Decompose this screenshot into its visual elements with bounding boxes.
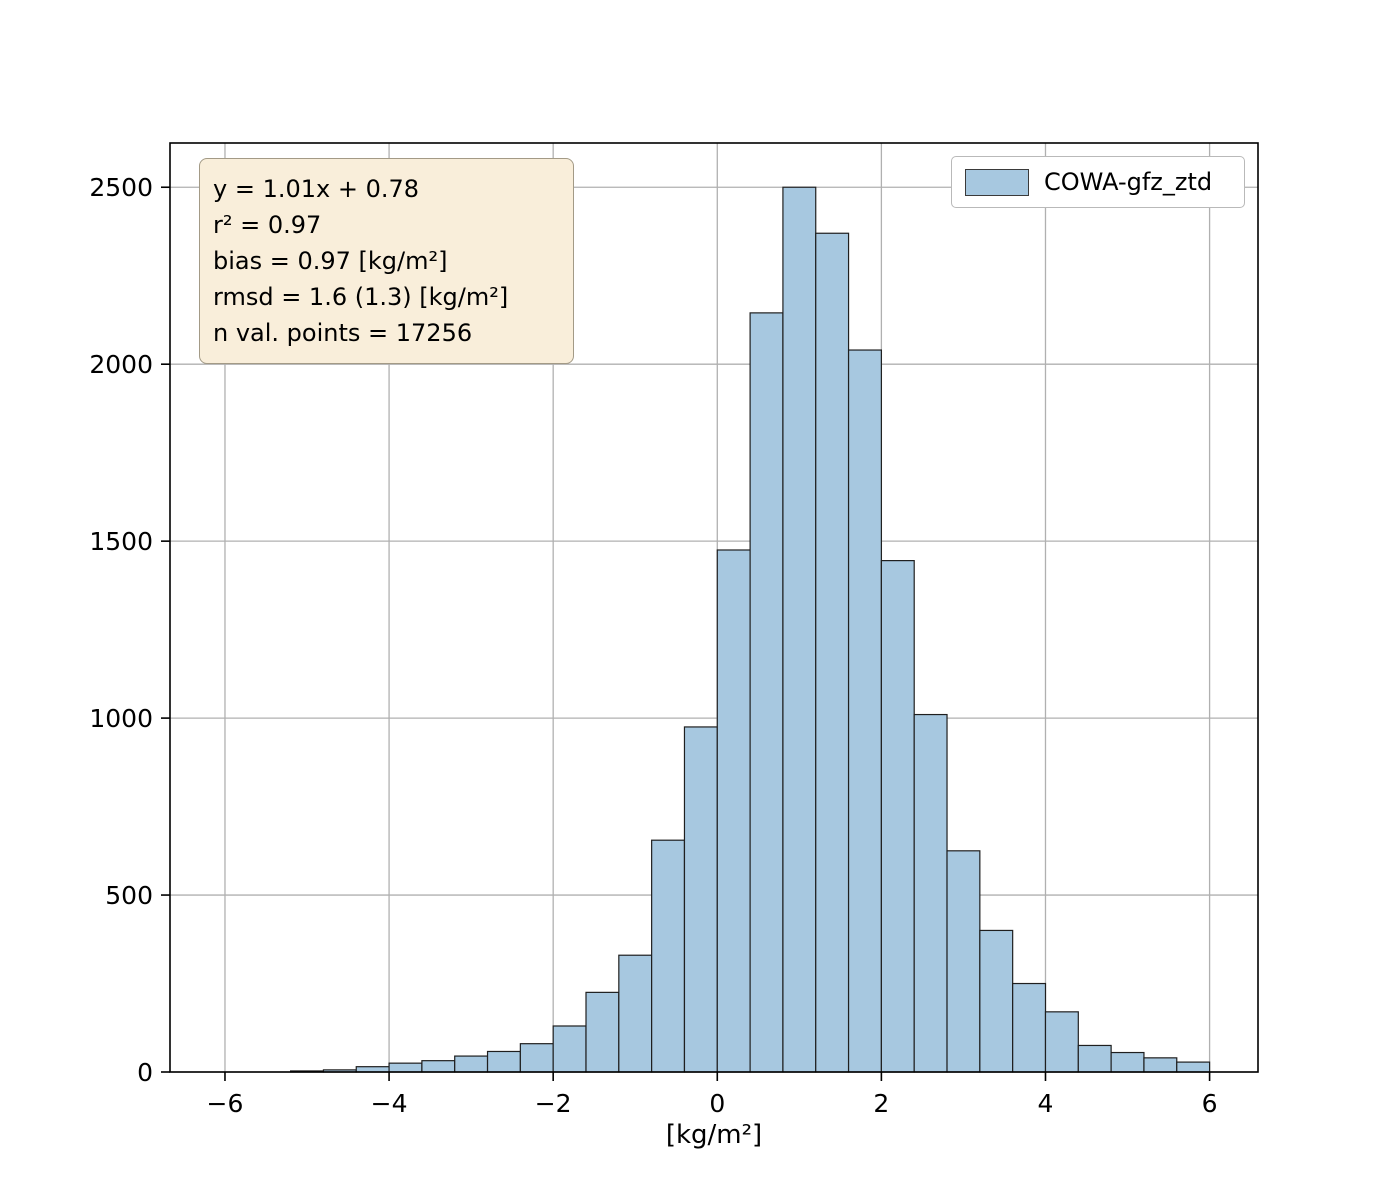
histogram-bar	[716, 549, 751, 1073]
histogram-bar	[651, 839, 686, 1073]
x-tick-label: −6	[207, 1089, 244, 1118]
y-tick-label: 2500	[89, 173, 153, 202]
x-tick-label: −4	[371, 1089, 408, 1118]
stats-annotation-box: y = 1.01x + 0.78 r² = 0.97 bias = 0.97 […	[199, 158, 574, 364]
y-tick-label: 1000	[89, 704, 153, 733]
stats-line-fit: y = 1.01x + 0.78	[213, 175, 420, 203]
y-tick-label: 1500	[89, 527, 153, 556]
histogram-bar	[782, 186, 817, 1073]
histogram-bar	[618, 954, 653, 1073]
x-tick-label: 0	[709, 1089, 725, 1118]
legend: COWA-gfz_ztd	[951, 156, 1245, 208]
histogram-bar	[519, 1043, 554, 1073]
x-axis-label: [kg/m²]	[665, 1120, 763, 1150]
histogram-bar	[1110, 1051, 1145, 1073]
histogram-bar	[913, 713, 948, 1073]
legend-label: COWA-gfz_ztd	[1044, 168, 1213, 196]
stats-line-bias: bias = 0.97 [kg/m²]	[213, 247, 448, 275]
x-tick-label: −2	[535, 1089, 572, 1118]
stats-line-rmsd: rmsd = 1.6 (1.3) [kg/m²]	[213, 283, 509, 311]
histogram-bar	[421, 1060, 456, 1073]
plot-frame	[169, 142, 1259, 1073]
histogram-bar	[585, 991, 620, 1073]
histogram-bar	[486, 1050, 521, 1073]
histogram-bar	[454, 1055, 489, 1073]
y-tick-label: 2000	[89, 350, 153, 379]
histogram-bar	[1012, 982, 1047, 1073]
x-tick-label: 6	[1202, 1089, 1218, 1118]
x-tick-label: 4	[1038, 1089, 1054, 1118]
histogram-bar	[847, 349, 882, 1073]
histogram-bar	[880, 560, 915, 1073]
histogram-bar	[946, 850, 981, 1073]
y-tick-label: 0	[137, 1058, 153, 1087]
histogram-bar	[1176, 1061, 1211, 1073]
histogram-bar	[1077, 1044, 1112, 1073]
histogram-bar	[552, 1025, 587, 1073]
legend-swatch-icon	[965, 168, 1029, 196]
histogram-bar	[1044, 1011, 1079, 1073]
stats-line-r2: r² = 0.97	[213, 211, 322, 239]
histogram-bar	[683, 726, 718, 1073]
histogram-bar	[388, 1062, 423, 1073]
histogram-bar	[815, 232, 850, 1073]
x-tick-label: 2	[873, 1089, 889, 1118]
histogram-bar	[749, 312, 784, 1073]
histogram-bar	[979, 929, 1014, 1073]
y-tick-label: 500	[105, 881, 153, 910]
stats-line-npoints: n val. points = 17256	[213, 319, 473, 347]
histogram-bar	[1143, 1057, 1178, 1073]
